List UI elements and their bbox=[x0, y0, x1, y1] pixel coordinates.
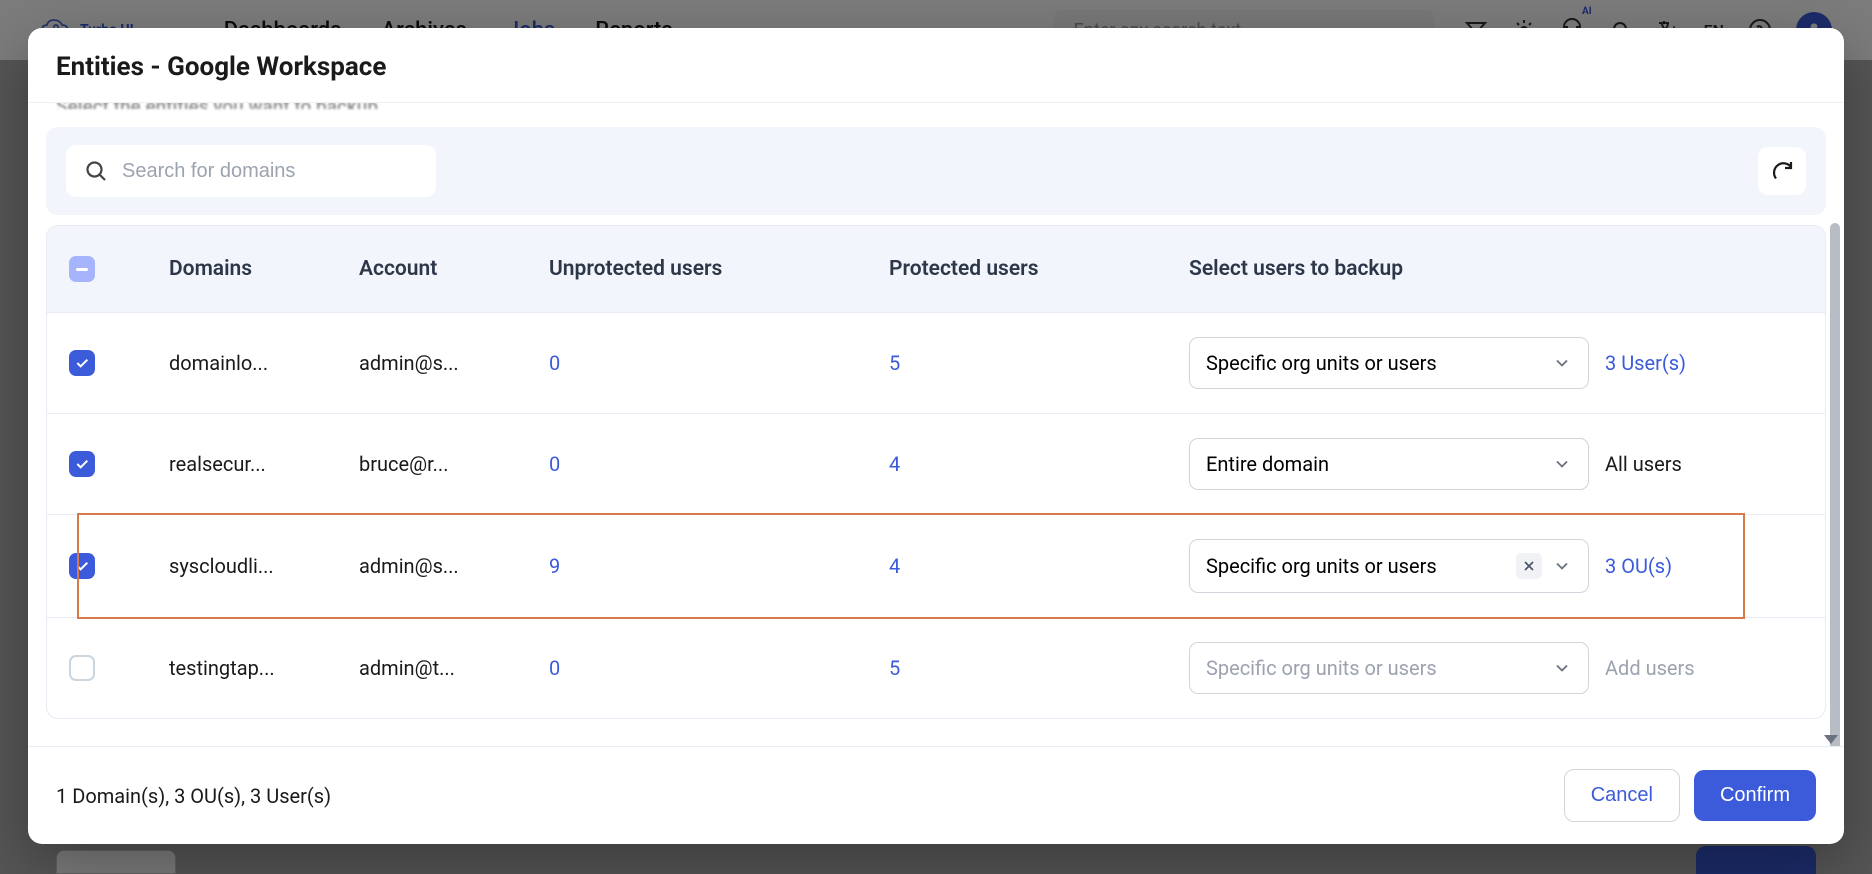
search-input-wrap bbox=[66, 145, 436, 197]
col-protected: Protected users bbox=[889, 257, 1189, 281]
search-domains-input[interactable] bbox=[122, 160, 418, 183]
protected-cell[interactable]: 5 bbox=[889, 351, 1189, 375]
select-all-checkbox[interactable] bbox=[69, 256, 95, 282]
dropdown-value: Specific org units or users bbox=[1206, 554, 1506, 578]
refresh-button[interactable] bbox=[1758, 147, 1806, 195]
scrollbar-thumb[interactable] bbox=[1830, 223, 1840, 746]
table-row: domainlo... admin@s... 0 5 Specific org … bbox=[47, 312, 1825, 413]
dropdown-value: Entire domain bbox=[1206, 452, 1542, 476]
col-domains: Domains bbox=[169, 257, 359, 281]
clear-selection-button[interactable] bbox=[1516, 553, 1542, 579]
col-unprotected: Unprotected users bbox=[549, 257, 889, 281]
modal-subtitle-clipped: Select the entities you want to backup bbox=[28, 103, 1844, 109]
search-bar bbox=[46, 127, 1826, 215]
unprotected-cell[interactable]: 0 bbox=[549, 656, 889, 680]
unprotected-cell[interactable]: 9 bbox=[549, 554, 889, 578]
selection-summary: 1 Domain(s), 3 OU(s), 3 User(s) bbox=[56, 784, 331, 808]
select-users-cell: Specific org units or users Add users bbox=[1189, 642, 1803, 694]
account-cell: admin@s... bbox=[359, 351, 549, 375]
domain-cell: domainlo... bbox=[169, 351, 359, 375]
account-cell: admin@t... bbox=[359, 656, 549, 680]
domain-cell: realsecur... bbox=[169, 452, 359, 476]
confirm-button[interactable]: Confirm bbox=[1694, 770, 1816, 821]
protected-cell[interactable]: 4 bbox=[889, 554, 1189, 578]
dropdown-value: Specific org units or users bbox=[1206, 656, 1542, 680]
modal-title: Entities - Google Workspace bbox=[56, 52, 1816, 82]
protected-cell[interactable]: 4 bbox=[889, 452, 1189, 476]
row-checkbox[interactable] bbox=[69, 655, 95, 681]
domain-cell: testingtap... bbox=[169, 656, 359, 680]
chevron-down-icon bbox=[1552, 353, 1572, 373]
row-checkbox[interactable] bbox=[69, 350, 95, 376]
scroll-down-arrow[interactable] bbox=[1824, 735, 1838, 744]
unprotected-cell[interactable]: 0 bbox=[549, 351, 889, 375]
add-users-text: Add users bbox=[1605, 656, 1695, 680]
select-users-cell: Entire domain All users bbox=[1189, 438, 1803, 490]
backup-scope-dropdown[interactable]: Specific org units or users bbox=[1189, 642, 1589, 694]
refresh-icon bbox=[1770, 159, 1794, 183]
account-cell: bruce@r... bbox=[359, 452, 549, 476]
row-checkbox[interactable] bbox=[69, 553, 95, 579]
col-account: Account bbox=[359, 257, 549, 281]
chevron-down-icon bbox=[1552, 556, 1572, 576]
unprotected-cell[interactable]: 0 bbox=[549, 452, 889, 476]
col-select: Select users to backup bbox=[1189, 257, 1803, 281]
all-users-text: All users bbox=[1605, 452, 1682, 476]
table-header: Domains Account Unprotected users Protec… bbox=[47, 226, 1825, 312]
row-checkbox[interactable] bbox=[69, 451, 95, 477]
backup-scope-dropdown[interactable]: Specific org units or users bbox=[1189, 337, 1589, 389]
table-row: realsecur... bruce@r... 0 4 Entire domai… bbox=[47, 413, 1825, 514]
backup-scope-dropdown[interactable]: Entire domain bbox=[1189, 438, 1589, 490]
select-users-cell: Specific org units or users 3 OU(s) bbox=[1189, 539, 1803, 593]
select-users-cell: Specific org units or users 3 User(s) bbox=[1189, 337, 1803, 389]
protected-cell[interactable]: 5 bbox=[889, 656, 1189, 680]
chevron-down-icon bbox=[1552, 454, 1572, 474]
dropdown-value: Specific org units or users bbox=[1206, 351, 1542, 375]
modal-footer: 1 Domain(s), 3 OU(s), 3 User(s) Cancel C… bbox=[28, 746, 1844, 844]
cancel-button[interactable]: Cancel bbox=[1564, 769, 1680, 822]
user-count-link[interactable]: 3 User(s) bbox=[1605, 351, 1686, 375]
domains-table: Domains Account Unprotected users Protec… bbox=[46, 225, 1826, 719]
modal-header: Entities - Google Workspace bbox=[28, 28, 1844, 103]
domain-cell: syscloudli... bbox=[169, 554, 359, 578]
scrollbar-track[interactable] bbox=[1830, 223, 1840, 736]
table-row: testingtap... admin@t... 0 5 Specific or… bbox=[47, 617, 1825, 718]
table-row: syscloudli... admin@s... 9 4 Specific or… bbox=[47, 514, 1825, 617]
chevron-down-icon bbox=[1552, 658, 1572, 678]
account-cell: admin@s... bbox=[359, 554, 549, 578]
entities-modal: Entities - Google Workspace Select the e… bbox=[28, 28, 1844, 844]
backup-scope-dropdown[interactable]: Specific org units or users bbox=[1189, 539, 1589, 593]
user-count-link[interactable]: 3 OU(s) bbox=[1605, 554, 1672, 578]
modal-body: Select the entities you want to backup D… bbox=[28, 103, 1844, 746]
search-icon bbox=[84, 159, 108, 183]
